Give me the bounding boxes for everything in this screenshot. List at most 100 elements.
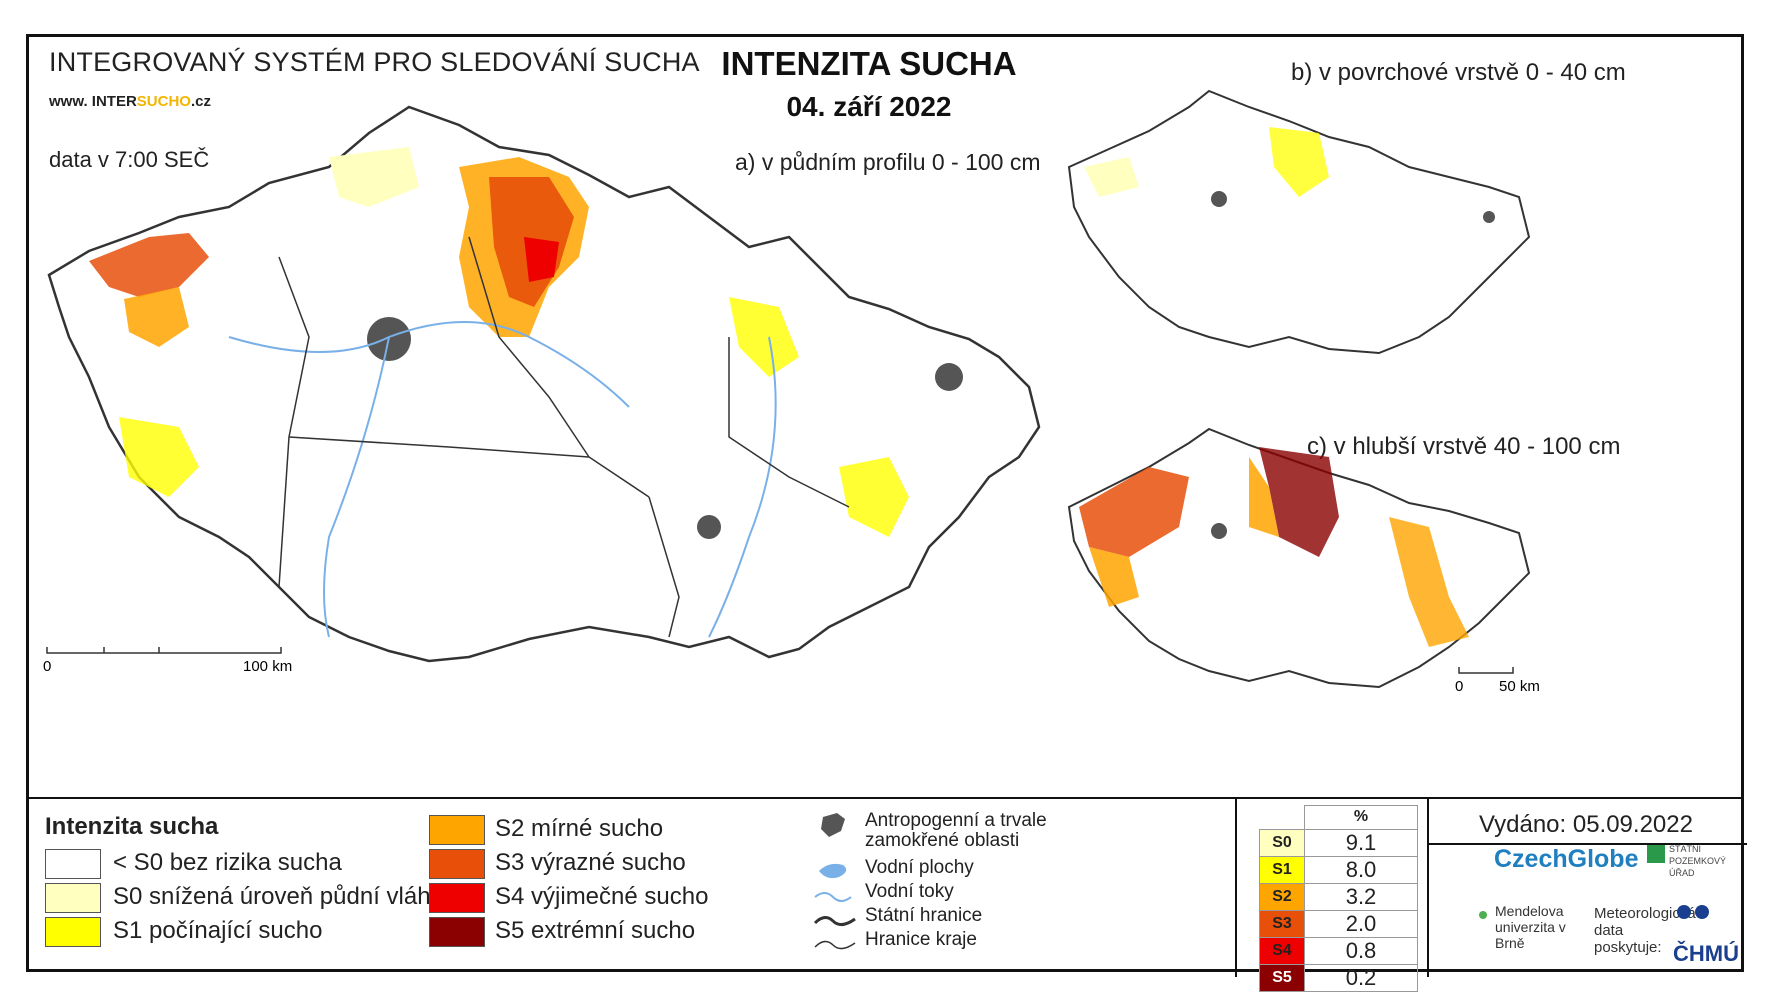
pct-code-s0: S0 (1259, 828, 1305, 857)
river-morava (708, 336, 777, 638)
swatch-s3 (429, 849, 485, 879)
spu-logo-mark (1647, 845, 1665, 863)
river-icon (814, 892, 852, 902)
url-prefix: www. INTER (49, 93, 137, 110)
label-s5: S5 extrémní sucho (495, 917, 696, 944)
swatch-no-risk (45, 849, 101, 879)
drought-patch-ne (729, 297, 799, 377)
drought-patch-w (119, 417, 199, 497)
main-map-a (47, 105, 1041, 663)
pct-code-s1: S1 (1259, 855, 1305, 884)
legend-divider-2 (1427, 799, 1429, 977)
drought-patch-c-w (1089, 547, 1139, 607)
region-border-5 (728, 337, 850, 508)
url-accent: SUCHO (136, 93, 191, 110)
mendel-logo-dot (1479, 911, 1487, 919)
swatch-s2 (429, 815, 485, 845)
country-outline-b (1067, 89, 1531, 355)
label-urban-area: Antropogenní a trvale zamokřené oblasti (865, 810, 1047, 851)
system-name: INTEGROVANÝ SYSTÉM PRO SLEDOVÁNÍ SUCHA (49, 47, 700, 77)
drought-patch-c-n (1259, 447, 1339, 557)
swatch-s0 (45, 883, 101, 913)
region-border-3 (288, 436, 590, 458)
map-c-label: c) v hlubší vrstvě 40 - 100 cm (1307, 433, 1621, 460)
label-s4: S4 výjimečné sucho (495, 883, 709, 910)
swatch-s5 (429, 917, 485, 947)
drought-percent-table: % S0 9.1 S1 8.0 S2 3.2 S3 2.0 S4 0.8 S5 0.2 (1259, 805, 1418, 992)
swatch-s4 (429, 883, 485, 913)
label-state-border: Státní hranice (865, 905, 983, 926)
river-elbe (228, 321, 630, 408)
drought-patch-nw (89, 233, 209, 297)
prague-urban-area-b (1211, 191, 1227, 207)
scale-a-end: 100 km (243, 658, 292, 675)
region-border-icon (814, 940, 856, 950)
swatch-s1 (45, 917, 101, 947)
pct-value-s4: 0.8 (1304, 936, 1418, 965)
pct-value-s3: 2.0 (1304, 909, 1418, 938)
drought-patch-b-nw (1084, 157, 1139, 197)
pct-header: % (1304, 805, 1418, 830)
region-border-1 (278, 256, 310, 588)
czechglobe-logo: CzechGlobe (1494, 845, 1639, 873)
drought-patch-b-n (1269, 127, 1329, 197)
region-border-4 (648, 496, 680, 638)
label-s0: S0 snížená úroveň půdní vláhy (113, 883, 443, 910)
pct-code-s5: S5 (1259, 963, 1305, 992)
map-c (1067, 427, 1531, 689)
chmu-logo-mark (1677, 905, 1711, 929)
urban-area-icon (821, 813, 845, 837)
pct-value-s0: 9.1 (1304, 828, 1418, 857)
page-title: INTENZITA SUCHA (721, 45, 1017, 82)
url-suffix: .cz (190, 93, 211, 110)
map-b-label: b) v povrchové vrstvě 0 - 40 cm (1291, 59, 1626, 86)
water-body-icon (819, 863, 847, 879)
drought-patch-nw-s0 (329, 147, 419, 207)
drought-patch-e (839, 457, 909, 537)
label-s2: S2 mírné sucho (495, 815, 664, 842)
scale-bar-a: 0 100 km (43, 647, 292, 675)
state-border-icon (813, 916, 856, 926)
label-river: Vodní toky (865, 881, 954, 902)
ostrava-urban-area-b (1483, 211, 1495, 223)
pct-value-s5: 0.2 (1304, 963, 1418, 992)
scale-c-end: 50 km (1499, 678, 1540, 695)
pct-code-s3: S3 (1259, 909, 1305, 938)
pct-value-s1: 8.0 (1304, 855, 1418, 884)
label-s1: S1 počínající sucho (113, 917, 323, 944)
pct-value-s2: 3.2 (1304, 882, 1418, 911)
drought-patch-c-n2 (1249, 457, 1279, 537)
label-s3: S3 výrazné sucho (495, 849, 686, 876)
ostrava-urban-area (935, 363, 963, 391)
issued-date: Vydáno: 05.09.2022 (1479, 811, 1693, 838)
spu-logo: STÁTNÍ POZEMKOVÝ ÚŘAD (1669, 844, 1727, 878)
map-b (1067, 89, 1531, 355)
label-region-border: Hranice kraje (865, 929, 977, 950)
region-border-2 (468, 236, 650, 498)
scale-c-start: 0 (1455, 678, 1463, 695)
map-date: 04. září 2022 (786, 91, 952, 122)
website-url[interactable]: www. INTERSUCHO.cz (49, 93, 211, 110)
drought-patch-nw2 (124, 287, 189, 347)
legend-title: Intenzita sucha (45, 813, 219, 840)
met-data-label: Meteorologická data poskytuje: (1594, 905, 1696, 956)
symbol-icons (813, 813, 856, 950)
issued-divider (1429, 843, 1747, 845)
data-time: data v 7:00 SEČ (49, 147, 210, 172)
map-frame: INTEGROVANÝ SYSTÉM PRO SLEDOVÁNÍ SUCHA w… (26, 34, 1747, 992)
maps-svg: 0 100 km 0 50 km (43, 89, 1540, 695)
legend-divider-1 (1235, 799, 1237, 977)
prague-urban-area-c (1211, 523, 1227, 539)
brno-urban-area (697, 515, 721, 539)
drought-patch-c-nw (1079, 467, 1189, 557)
label-water-body: Vodní plochy (865, 857, 974, 878)
river-vltava (323, 336, 390, 638)
drought-patch-c-e (1389, 517, 1469, 647)
legend-panel: Intenzita sucha < S0 bez rizika sucha S0… (29, 797, 1747, 992)
scale-a-start: 0 (43, 658, 51, 675)
map-a-label: a) v půdním profilu 0 - 100 cm (735, 149, 1041, 175)
scale-bar-c: 0 50 km (1455, 667, 1540, 695)
mendel-logo: Mendelova univerzita v Brně (1495, 903, 1566, 951)
chmu-logo: ČHMÚ (1673, 941, 1739, 966)
label-no-risk: < S0 bez rizika sucha (113, 849, 342, 876)
